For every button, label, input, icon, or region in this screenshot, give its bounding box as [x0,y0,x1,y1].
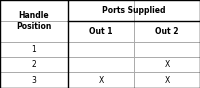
Text: Ports Supplied: Ports Supplied [102,6,166,15]
Text: Handle
Position: Handle Position [16,11,52,31]
Text: Out 2: Out 2 [155,27,179,36]
Text: X: X [164,60,170,69]
Text: 1: 1 [32,45,36,54]
Text: X: X [98,76,104,85]
Text: X: X [164,76,170,85]
Text: 3: 3 [32,76,36,85]
Text: 2: 2 [32,60,36,69]
Text: Out 1: Out 1 [89,27,113,36]
